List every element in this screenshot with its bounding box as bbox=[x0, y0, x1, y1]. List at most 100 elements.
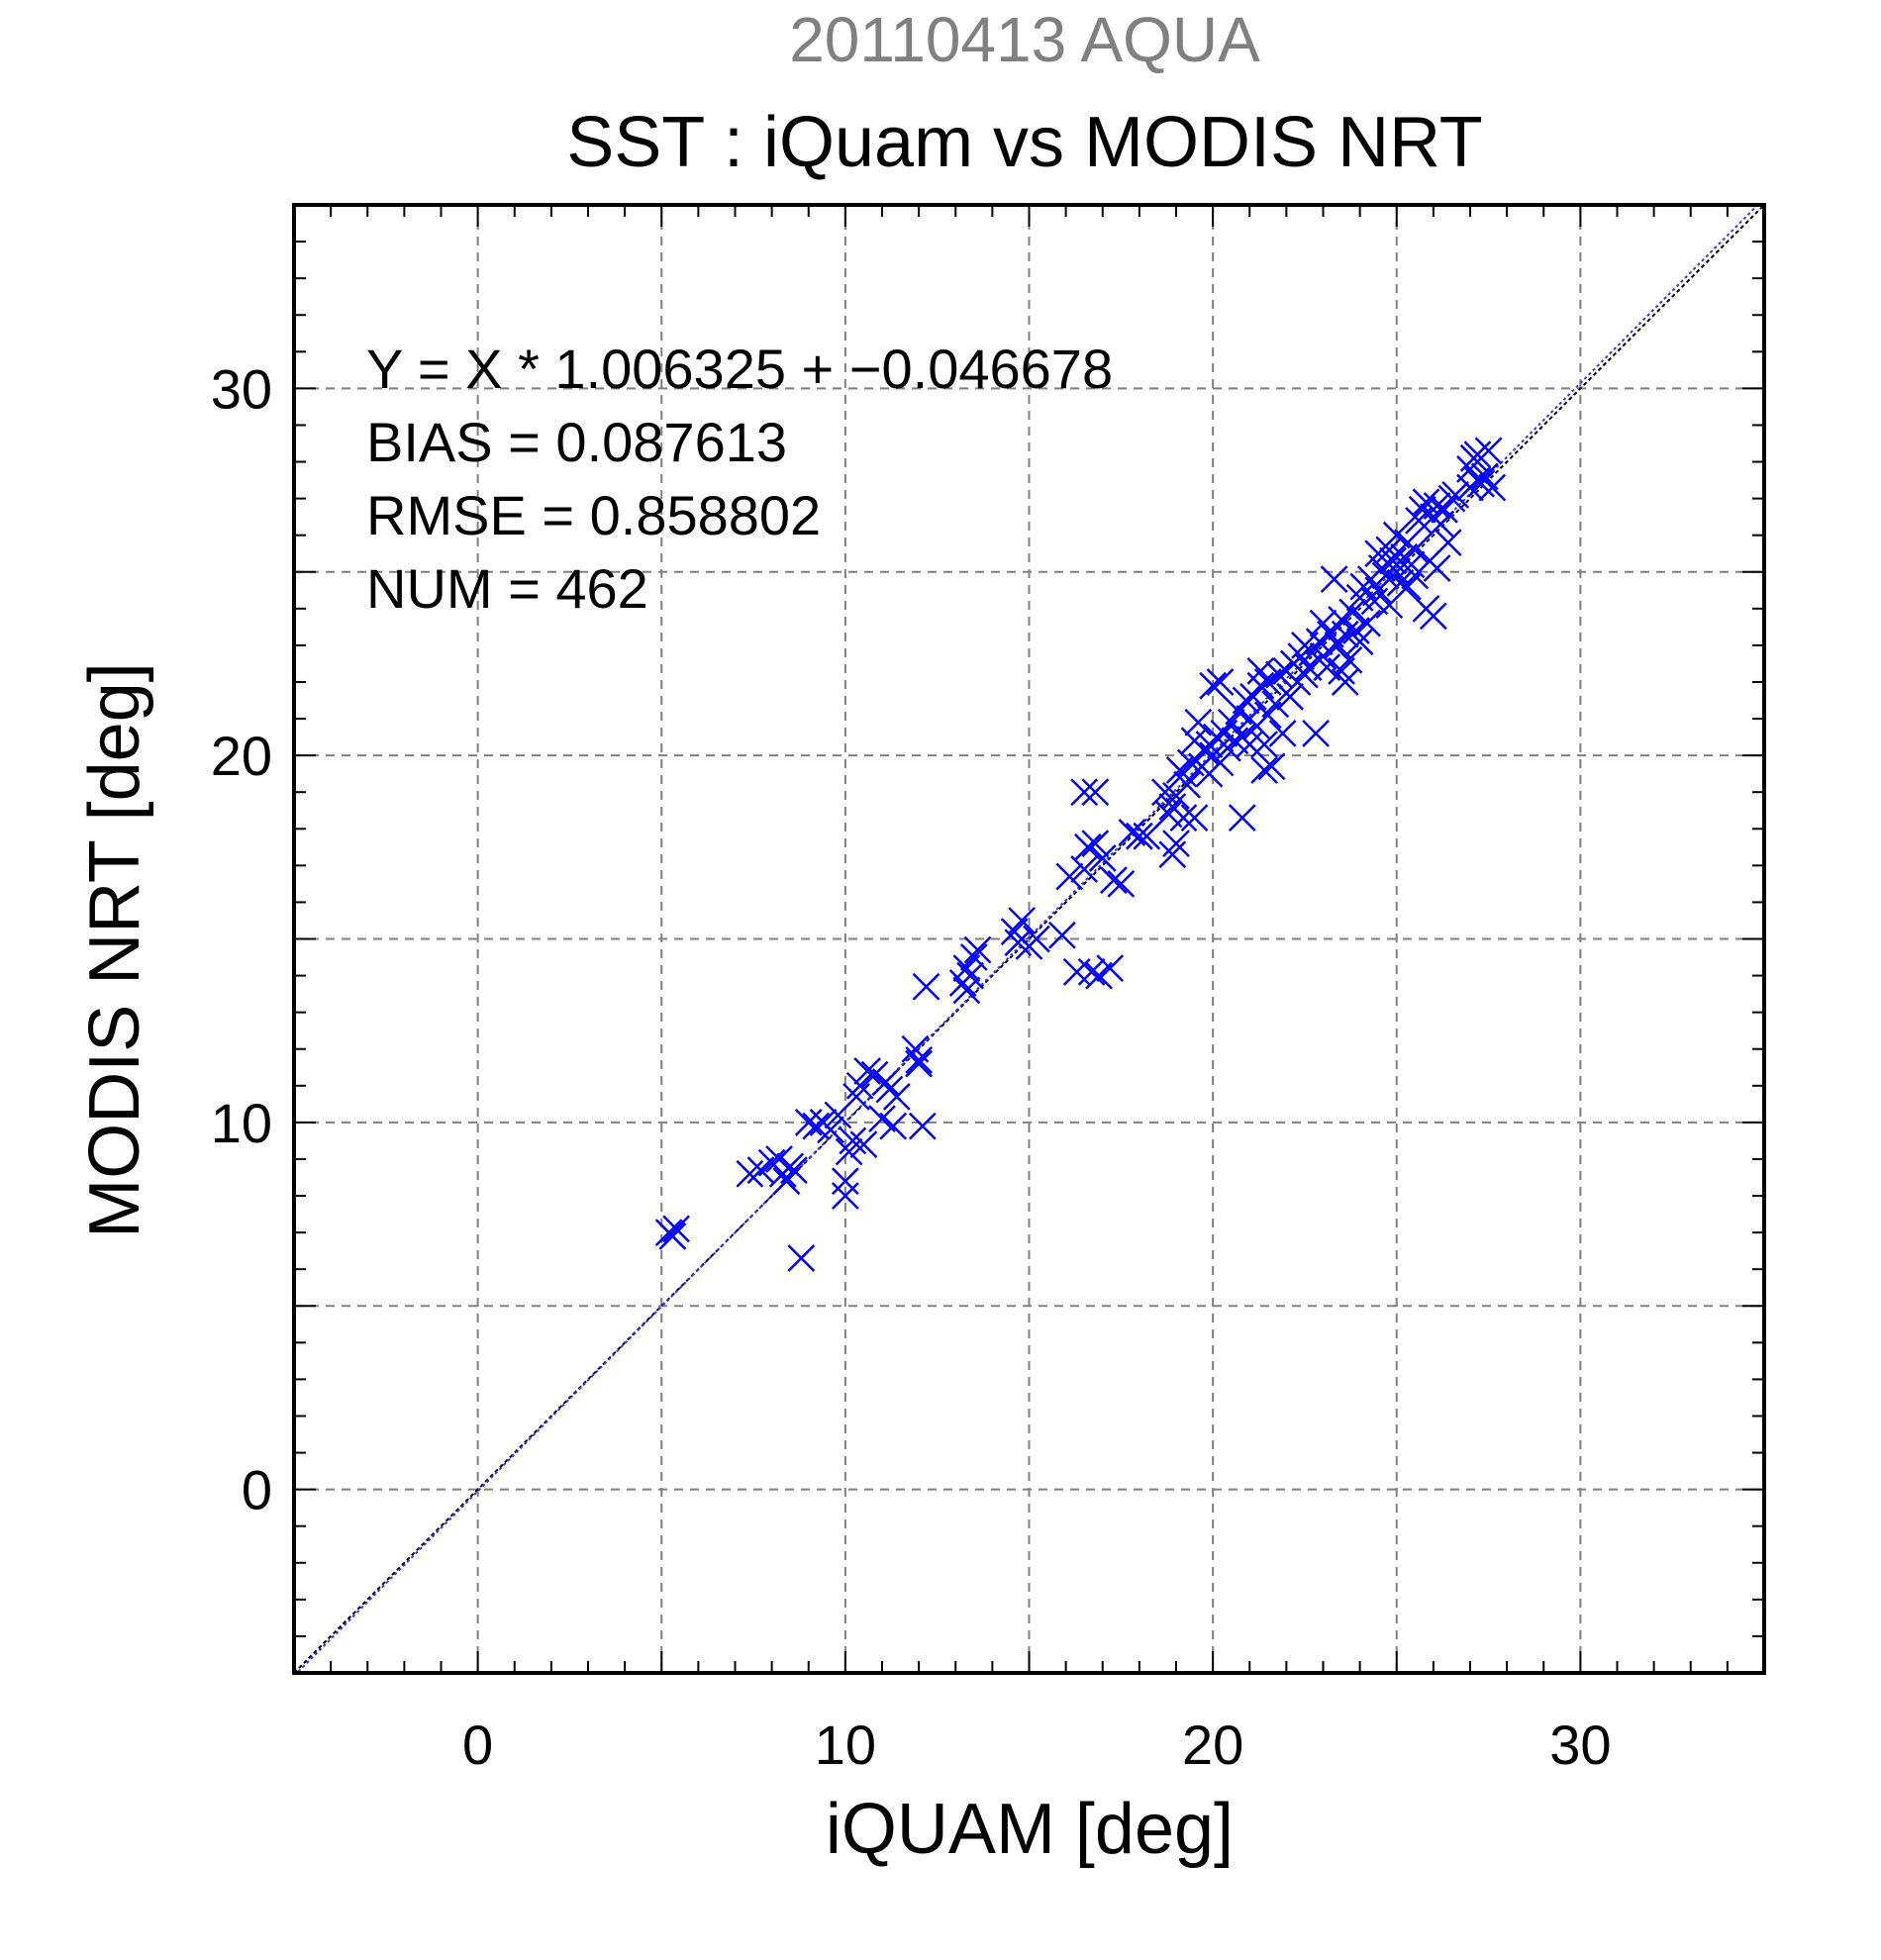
tick-labels: 0 10 20 30 0 10 20 30 bbox=[211, 357, 1612, 1776]
x-tick-label: 20 bbox=[1182, 1714, 1243, 1776]
data-point bbox=[879, 1112, 908, 1140]
x-axis-label: iQUAM [deg] bbox=[826, 1790, 1234, 1869]
x-tick-label: 0 bbox=[462, 1714, 493, 1776]
data-point bbox=[1100, 866, 1128, 895]
data-point bbox=[1276, 682, 1304, 711]
data-point bbox=[736, 1159, 764, 1188]
data-point bbox=[1386, 568, 1415, 597]
data-point bbox=[1412, 488, 1440, 517]
y-tick-label: 30 bbox=[211, 357, 272, 420]
data-point bbox=[1070, 778, 1099, 807]
data-point bbox=[1081, 778, 1110, 807]
data-point bbox=[1423, 554, 1451, 582]
data-point bbox=[1125, 822, 1153, 850]
data-point bbox=[1169, 804, 1198, 833]
data-point bbox=[1162, 830, 1190, 857]
data-point bbox=[817, 1116, 844, 1144]
data-point bbox=[882, 1083, 911, 1111]
reference-lines bbox=[294, 205, 1764, 1673]
data-point bbox=[1302, 719, 1330, 747]
data-point bbox=[956, 961, 984, 990]
data-point bbox=[658, 1222, 687, 1250]
data-point bbox=[1261, 690, 1290, 719]
data-point bbox=[1478, 473, 1507, 502]
data-point bbox=[1375, 536, 1404, 564]
data-point bbox=[1074, 833, 1102, 861]
data-point bbox=[1320, 565, 1348, 594]
chart-title: SST : iQuam vs MODIS NRT bbox=[566, 103, 1483, 182]
data-point bbox=[908, 1112, 937, 1140]
stat-rmse: RMSE = 0.858802 bbox=[366, 484, 821, 546]
data-point bbox=[1419, 602, 1447, 631]
data-point bbox=[1441, 481, 1470, 509]
data-point bbox=[1250, 731, 1278, 758]
data-point bbox=[1088, 844, 1117, 872]
data-point bbox=[1474, 437, 1503, 465]
data-point bbox=[905, 1049, 934, 1078]
stat-bias: BIAS = 0.087613 bbox=[366, 411, 787, 473]
stat-equation: Y = X * 1.006325 + −0.046678 bbox=[366, 338, 1113, 400]
data-point bbox=[1463, 441, 1492, 468]
data-point bbox=[787, 1244, 816, 1272]
data-point bbox=[1423, 492, 1451, 520]
data-point bbox=[1158, 840, 1187, 869]
data-point bbox=[1023, 925, 1050, 953]
data-point bbox=[842, 1083, 870, 1111]
data-point bbox=[1250, 756, 1278, 784]
data-point bbox=[831, 1182, 859, 1210]
data-point bbox=[1467, 469, 1496, 498]
data-point bbox=[1107, 870, 1136, 898]
data-point bbox=[1246, 671, 1275, 700]
data-point bbox=[1434, 529, 1462, 556]
data-point bbox=[662, 1215, 690, 1243]
data-point bbox=[1257, 752, 1286, 781]
x-tick-label: 10 bbox=[815, 1714, 876, 1776]
data-point bbox=[1331, 620, 1359, 648]
data-point bbox=[849, 1130, 878, 1159]
y-axis-label: MODIS NRT [deg] bbox=[75, 662, 154, 1238]
data-point bbox=[839, 1127, 867, 1155]
data-point bbox=[1335, 645, 1363, 674]
data-point bbox=[1379, 546, 1407, 575]
data-point bbox=[831, 1167, 859, 1196]
data-point bbox=[1055, 862, 1084, 891]
data-point bbox=[1309, 642, 1337, 670]
data-point bbox=[905, 1045, 934, 1074]
stat-num: NUM = 462 bbox=[366, 557, 648, 620]
data-points bbox=[654, 437, 1507, 1272]
data-point bbox=[959, 943, 988, 971]
data-point bbox=[1133, 822, 1161, 850]
data-point bbox=[1345, 628, 1374, 656]
data-point bbox=[1199, 671, 1228, 700]
data-point bbox=[1180, 804, 1209, 833]
data-point bbox=[871, 1068, 900, 1096]
data-point bbox=[853, 1057, 882, 1085]
data-point bbox=[794, 1108, 823, 1136]
chart-supertitle: 20110413 AQUA bbox=[789, 4, 1260, 75]
data-point bbox=[1206, 668, 1235, 696]
y-tick-label: 0 bbox=[242, 1459, 272, 1521]
data-point bbox=[1077, 957, 1106, 986]
data-point bbox=[1236, 731, 1264, 758]
data-point bbox=[912, 972, 940, 1001]
data-point bbox=[1081, 830, 1110, 857]
data-point bbox=[780, 1156, 808, 1184]
regression-line bbox=[295, 205, 1759, 1673]
data-point bbox=[1184, 708, 1213, 736]
data-point bbox=[1206, 748, 1235, 777]
data-point bbox=[1382, 557, 1411, 586]
x-tick-label: 30 bbox=[1549, 1714, 1611, 1776]
data-point bbox=[963, 935, 992, 964]
data-point bbox=[1265, 660, 1293, 689]
data-point bbox=[1228, 804, 1256, 833]
data-point bbox=[1008, 907, 1036, 934]
y-tick-label: 20 bbox=[211, 725, 272, 787]
data-point bbox=[1401, 536, 1430, 564]
data-point bbox=[1338, 598, 1367, 627]
data-point bbox=[1268, 719, 1297, 747]
data-point bbox=[845, 1071, 874, 1100]
data-point bbox=[1048, 921, 1076, 949]
y-tick-label: 10 bbox=[211, 1092, 272, 1154]
data-point bbox=[1096, 954, 1125, 983]
